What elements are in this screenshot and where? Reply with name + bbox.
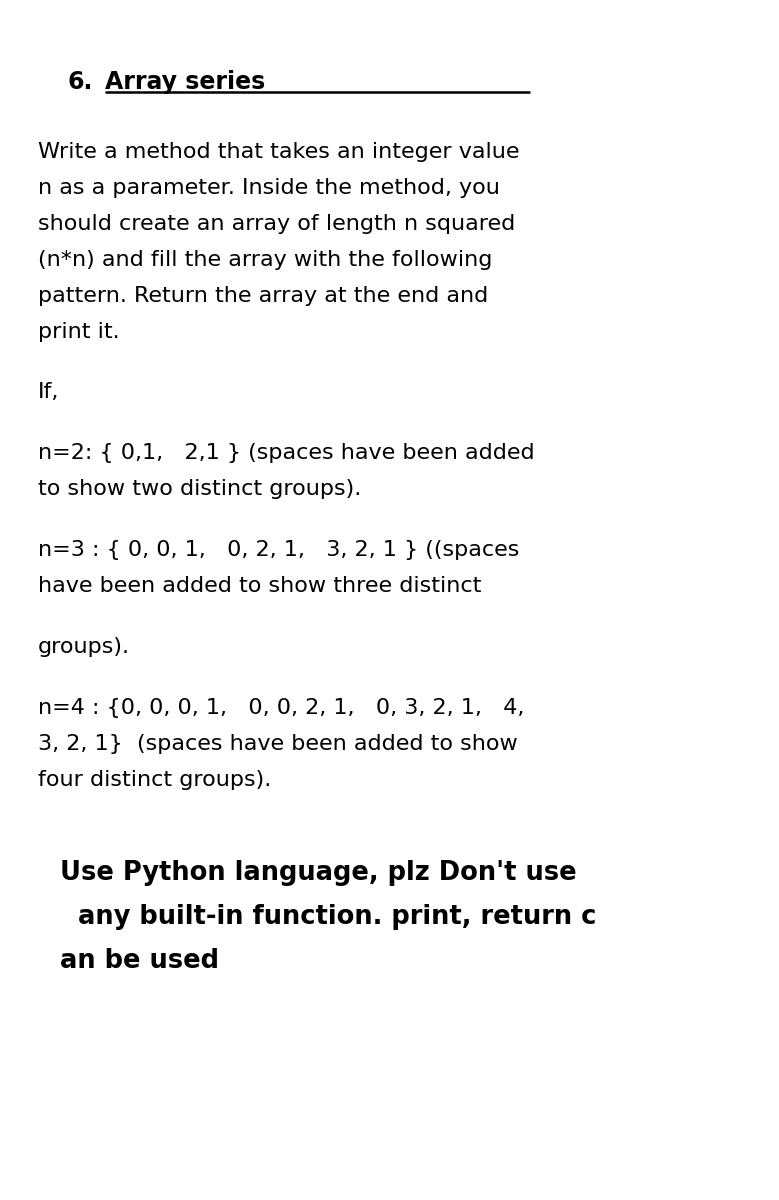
Text: four distinct groups).: four distinct groups). xyxy=(38,770,271,790)
Text: any built-in function. print, return c: any built-in function. print, return c xyxy=(60,904,597,930)
Text: If,: If, xyxy=(38,382,59,402)
Text: n=4 : {0, 0, 0, 1,   0, 0, 2, 1,   0, 3, 2, 1,   4,: n=4 : {0, 0, 0, 1, 0, 0, 2, 1, 0, 3, 2, … xyxy=(38,698,524,718)
Text: n=2: { 0,1,   2,1 } (spaces have been added: n=2: { 0,1, 2,1 } (spaces have been adde… xyxy=(38,443,534,463)
Text: an be used: an be used xyxy=(60,948,219,974)
Text: print it.: print it. xyxy=(38,322,120,342)
Text: (n*n) and fill the array with the following: (n*n) and fill the array with the follow… xyxy=(38,250,492,270)
Text: Array series: Array series xyxy=(105,70,266,94)
Text: n as a parameter. Inside the method, you: n as a parameter. Inside the method, you xyxy=(38,178,500,198)
Text: n=3 : { 0, 0, 1,   0, 2, 1,   3, 2, 1 } ((spaces: n=3 : { 0, 0, 1, 0, 2, 1, 3, 2, 1 } ((sp… xyxy=(38,540,520,560)
Text: have been added to show three distinct: have been added to show three distinct xyxy=(38,576,481,596)
Text: should create an array of length n squared: should create an array of length n squar… xyxy=(38,214,515,234)
Text: Write a method that takes an integer value: Write a method that takes an integer val… xyxy=(38,142,520,162)
Text: to show two distinct groups).: to show two distinct groups). xyxy=(38,479,361,499)
Text: 6.: 6. xyxy=(68,70,93,94)
Text: groups).: groups). xyxy=(38,637,130,658)
Text: pattern. Return the array at the end and: pattern. Return the array at the end and xyxy=(38,286,488,306)
Text: Use Python language, plz Don't use: Use Python language, plz Don't use xyxy=(60,860,576,886)
Text: 3, 2, 1}  (spaces have been added to show: 3, 2, 1} (spaces have been added to show xyxy=(38,734,518,754)
